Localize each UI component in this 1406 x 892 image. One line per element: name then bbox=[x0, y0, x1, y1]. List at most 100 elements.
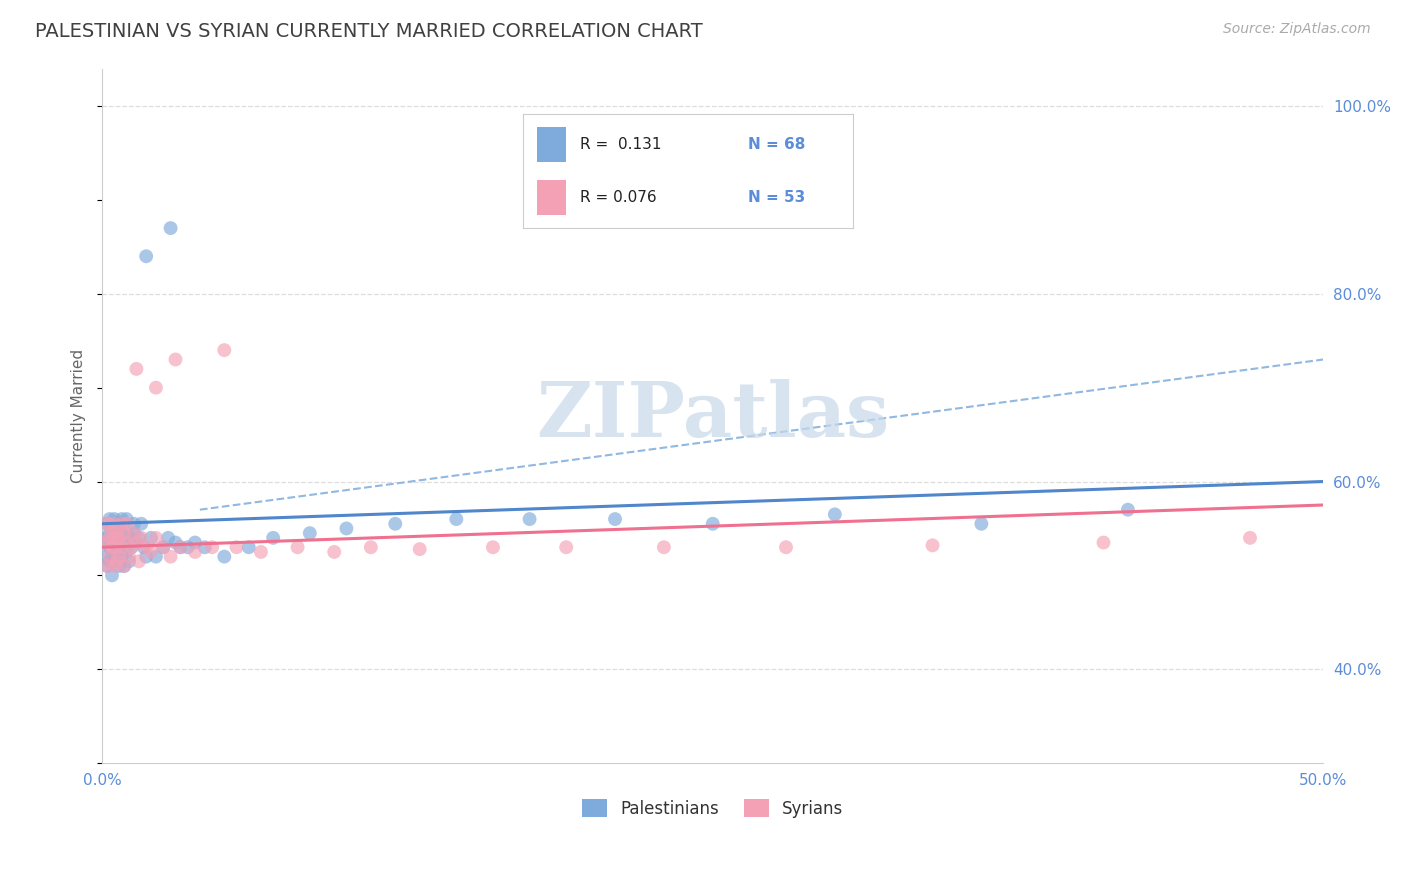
Point bbox=[184, 545, 207, 559]
Point bbox=[125, 362, 148, 376]
Point bbox=[96, 531, 118, 545]
Point bbox=[165, 352, 187, 367]
Point bbox=[129, 531, 152, 545]
Y-axis label: Currently Married: Currently Married bbox=[72, 349, 86, 483]
Point bbox=[169, 540, 191, 554]
Point bbox=[98, 549, 121, 564]
Point bbox=[115, 545, 138, 559]
Point bbox=[115, 526, 138, 541]
Point bbox=[93, 535, 115, 549]
Point bbox=[98, 540, 121, 554]
Point bbox=[111, 535, 134, 549]
Point bbox=[1116, 502, 1139, 516]
Point bbox=[603, 512, 626, 526]
Point bbox=[112, 559, 135, 574]
Point bbox=[970, 516, 993, 531]
Point bbox=[298, 526, 321, 541]
Text: PALESTINIAN VS SYRIAN CURRENTLY MARRIED CORRELATION CHART: PALESTINIAN VS SYRIAN CURRENTLY MARRIED … bbox=[35, 22, 703, 41]
Point bbox=[159, 549, 181, 564]
Point bbox=[96, 516, 118, 531]
Point bbox=[121, 540, 143, 554]
Point bbox=[108, 549, 131, 564]
Point bbox=[519, 512, 541, 526]
Point bbox=[111, 512, 134, 526]
Point bbox=[108, 549, 131, 564]
Point bbox=[101, 540, 124, 554]
Point bbox=[111, 549, 134, 564]
Point bbox=[101, 568, 124, 582]
Point bbox=[323, 545, 346, 559]
Point bbox=[135, 549, 157, 564]
Point bbox=[93, 535, 115, 549]
Point bbox=[176, 540, 198, 554]
Point bbox=[115, 535, 138, 549]
Point bbox=[225, 540, 247, 554]
Point bbox=[125, 535, 148, 549]
Point bbox=[115, 516, 138, 531]
Point bbox=[108, 559, 131, 574]
Point bbox=[101, 526, 124, 541]
Point bbox=[111, 540, 134, 554]
Point bbox=[101, 549, 124, 564]
Point bbox=[1239, 531, 1261, 545]
Point bbox=[145, 381, 167, 395]
Point bbox=[96, 559, 118, 574]
Point bbox=[111, 516, 134, 531]
Point bbox=[287, 540, 309, 554]
Point bbox=[108, 531, 131, 545]
Point bbox=[105, 526, 128, 541]
Text: ZIPatlas: ZIPatlas bbox=[536, 379, 890, 453]
Point bbox=[921, 538, 943, 552]
Point bbox=[93, 549, 115, 564]
Point bbox=[105, 540, 128, 554]
Point bbox=[111, 526, 134, 541]
Point bbox=[125, 535, 148, 549]
Point bbox=[118, 549, 141, 564]
Legend: Palestinians, Syrians: Palestinians, Syrians bbox=[575, 793, 851, 824]
Point bbox=[105, 540, 128, 554]
Point bbox=[128, 554, 150, 568]
Point bbox=[262, 531, 284, 545]
Point bbox=[165, 535, 187, 549]
Point bbox=[122, 526, 145, 541]
Point bbox=[112, 559, 135, 574]
Point bbox=[103, 516, 125, 531]
Point bbox=[360, 540, 382, 554]
Point bbox=[98, 526, 121, 541]
Point bbox=[122, 516, 145, 531]
Point bbox=[384, 516, 406, 531]
Point bbox=[103, 512, 125, 526]
Point bbox=[145, 531, 167, 545]
Point bbox=[103, 516, 125, 531]
Point bbox=[101, 516, 124, 531]
Point bbox=[335, 521, 357, 535]
Point bbox=[108, 531, 131, 545]
Point bbox=[118, 554, 141, 568]
Point bbox=[157, 531, 180, 545]
Point bbox=[446, 512, 468, 526]
Point bbox=[98, 554, 121, 568]
Point bbox=[101, 531, 124, 545]
Point bbox=[135, 540, 157, 554]
Point bbox=[159, 221, 181, 235]
Point bbox=[105, 516, 128, 531]
Point bbox=[132, 540, 155, 554]
Point bbox=[194, 540, 217, 554]
Point bbox=[108, 516, 131, 531]
Point bbox=[118, 531, 141, 545]
Point bbox=[105, 526, 128, 541]
Point bbox=[238, 540, 260, 554]
Point bbox=[103, 535, 125, 549]
Point bbox=[103, 531, 125, 545]
Point bbox=[103, 559, 125, 574]
Point bbox=[214, 549, 236, 564]
Point bbox=[775, 540, 797, 554]
Point bbox=[169, 540, 191, 554]
Point bbox=[145, 549, 167, 564]
Point bbox=[103, 554, 125, 568]
Point bbox=[112, 540, 135, 554]
Point bbox=[152, 540, 174, 554]
Text: Source: ZipAtlas.com: Source: ZipAtlas.com bbox=[1223, 22, 1371, 37]
Point bbox=[555, 540, 578, 554]
Point bbox=[135, 249, 157, 263]
